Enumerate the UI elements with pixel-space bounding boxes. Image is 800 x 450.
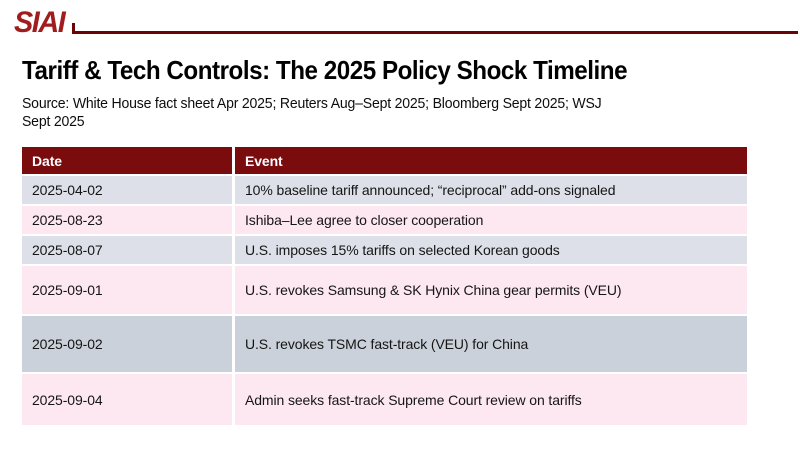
timeline-table: Date Event 2025-04-02 10% baseline tariff… xyxy=(19,145,750,427)
table-row: 2025-09-01 U.S. revokes Samsung & SK Hyni… xyxy=(22,266,747,315)
date-cell: 2025-09-04 xyxy=(22,374,232,426)
date-cell: 2025-08-07 xyxy=(22,236,232,265)
event-cell: U.S. revokes TSMC fast-track (VEU) for C… xyxy=(235,316,747,373)
date-cell: 2025-04-02 xyxy=(22,176,232,205)
column-header-date: Date xyxy=(22,147,232,175)
event-cell: Ishiba–Lee agree to closer cooperation xyxy=(235,206,747,235)
table-row: 2025-08-07 U.S. imposes 15% tariffs on se… xyxy=(22,236,747,265)
brand-bar: SIAI xyxy=(0,0,800,38)
header-rule-divider xyxy=(72,23,798,34)
source-line-2: Sept 2025 xyxy=(22,113,85,130)
event-cell: Admin seeks fast-track Supreme Court rev… xyxy=(235,374,747,426)
table-row: 2025-04-02 10% baseline tariff announced;… xyxy=(22,176,747,205)
event-cell: U.S. revokes Samsung & SK Hynix China ge… xyxy=(235,266,747,315)
source-note: Source: White House fact sheet Apr 2025;… xyxy=(22,96,777,131)
table-row: 2025-09-02 U.S. revokes TSMC fast-track (… xyxy=(22,316,747,373)
table-body: 2025-04-02 10% baseline tariff announced;… xyxy=(22,176,747,426)
column-header-event: Event xyxy=(235,147,747,175)
page-title: Tariff & Tech Controls: The 2025 Policy … xyxy=(22,55,628,85)
table-header: Date Event xyxy=(22,147,747,175)
date-cell: 2025-09-01 xyxy=(22,266,232,315)
brand-logo: SIAI xyxy=(14,6,66,39)
date-cell: 2025-08-23 xyxy=(22,206,232,235)
header-row: Date Event xyxy=(22,147,747,175)
event-cell: U.S. imposes 15% tariffs on selected Kor… xyxy=(235,236,747,265)
timeline-table-container: Date Event 2025-04-02 10% baseline tariff… xyxy=(19,145,800,427)
event-cell: 10% baseline tariff announced; “reciproc… xyxy=(235,176,747,205)
slide: SIAI Tariff & Tech Controls: The 2025 Po… xyxy=(0,0,800,427)
table-row: 2025-08-23 Ishiba–Lee agree to closer coo… xyxy=(22,206,747,235)
table-row: 2025-09-04 Admin seeks fast-track Supreme… xyxy=(22,374,747,426)
source-line-1: Source: White House fact sheet Apr 2025;… xyxy=(22,96,602,112)
date-cell: 2025-09-02 xyxy=(22,316,232,373)
